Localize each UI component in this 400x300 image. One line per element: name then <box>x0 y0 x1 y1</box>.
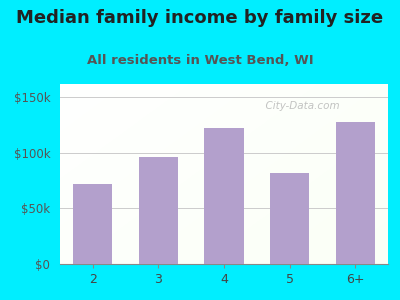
Text: All residents in West Bend, WI: All residents in West Bend, WI <box>87 54 313 67</box>
Bar <box>336 122 375 264</box>
Bar <box>270 173 309 264</box>
Text: Median family income by family size: Median family income by family size <box>16 9 384 27</box>
Bar <box>204 128 244 264</box>
Bar <box>73 184 112 264</box>
Bar <box>139 157 178 264</box>
Text: City-Data.com: City-Data.com <box>259 100 340 111</box>
